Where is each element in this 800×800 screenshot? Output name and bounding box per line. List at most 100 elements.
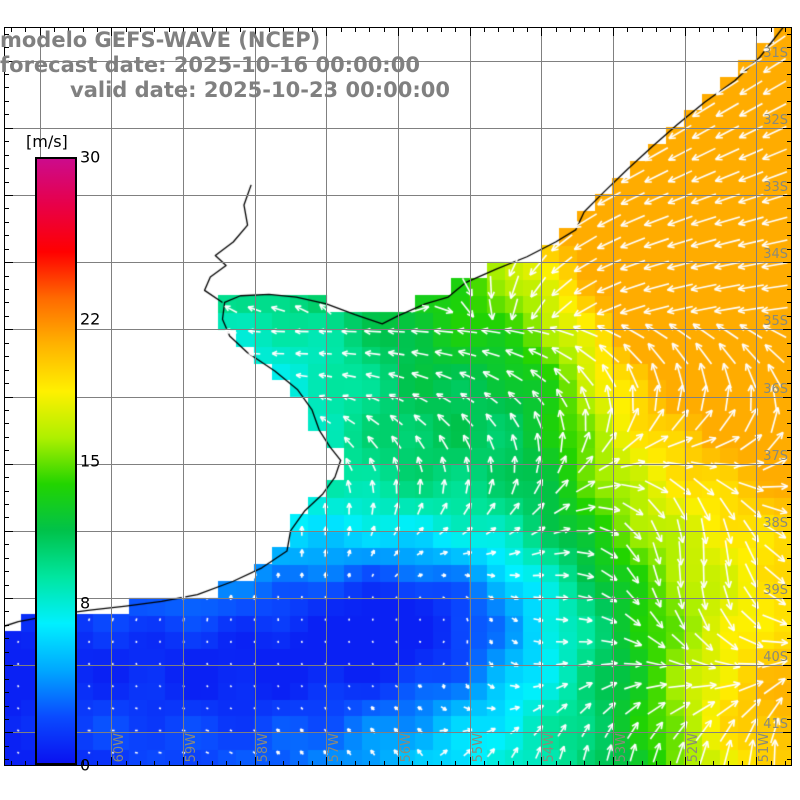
- axis-tick: [4, 477, 9, 479]
- axis-tick: [483, 27, 485, 32]
- axis-tick: [787, 718, 792, 720]
- title-block: modelo GEFS-WAVE (NCEP) forecast date: 2…: [0, 28, 520, 103]
- axis-tick: [211, 761, 213, 766]
- axis-tick: [4, 369, 9, 371]
- axis-tick: [783, 463, 792, 465]
- axis-tick: [68, 27, 70, 32]
- axis-tick: [787, 705, 792, 707]
- axis-tick: [4, 47, 9, 49]
- axis-tick: [4, 275, 9, 277]
- axis-tick: [4, 181, 9, 183]
- axis-tick: [383, 761, 385, 766]
- axis-tick: [787, 383, 792, 385]
- axis-tick: [787, 651, 792, 653]
- gridline-lon-58W: [255, 27, 256, 766]
- axis-tick: [512, 27, 514, 32]
- axis-tick: [4, 490, 9, 492]
- map-plot-area[interactable]: 61W60W59W58W57W56W55W54W53W52W51W31S32S3…: [4, 27, 792, 766]
- axis-tick: [4, 678, 9, 680]
- axis-tick: [787, 477, 792, 479]
- lon-label-59W: 59W: [184, 732, 199, 762]
- axis-tick: [154, 761, 156, 766]
- axis-tick: [787, 100, 792, 102]
- axis-tick: [4, 194, 13, 196]
- axis-tick: [4, 544, 9, 546]
- lat-label-36S: 36S: [763, 382, 788, 397]
- axis-tick: [4, 289, 9, 290]
- axis-tick: [783, 262, 792, 264]
- axis-tick: [297, 27, 299, 32]
- axis-tick: [541, 757, 543, 766]
- axis-tick: [787, 409, 792, 411]
- axis-tick: [670, 761, 672, 766]
- lat-label-39S: 39S: [763, 583, 788, 598]
- axis-tick: [269, 27, 271, 32]
- axis-tick: [655, 761, 657, 766]
- axis-tick: [756, 757, 758, 766]
- axis-tick: [111, 27, 113, 36]
- axis-tick: [326, 757, 328, 766]
- gridline-lat-38S: [4, 531, 792, 532]
- axis-tick: [4, 60, 13, 62]
- axis-tick: [4, 329, 13, 331]
- axis-tick: [598, 761, 600, 766]
- axis-tick: [383, 27, 385, 32]
- axis-tick: [541, 27, 543, 36]
- axis-tick: [197, 761, 199, 766]
- axis-tick: [54, 27, 56, 32]
- axis-tick: [4, 248, 9, 250]
- axis-tick: [326, 27, 328, 36]
- axis-tick: [787, 503, 792, 505]
- axis-tick: [783, 60, 792, 62]
- colorbar-tick-22: 22: [80, 309, 101, 329]
- axis-tick: [11, 27, 13, 32]
- axis-tick: [25, 27, 27, 32]
- axis-tick: [355, 761, 357, 766]
- colorbar-gradient: [37, 159, 75, 763]
- lat-label-33S: 33S: [763, 180, 788, 195]
- axis-tick: [82, 761, 84, 766]
- axis-tick: [684, 757, 686, 766]
- axis-tick: [787, 544, 792, 546]
- axis-tick: [787, 342, 792, 344]
- axis-tick: [469, 27, 471, 36]
- colorbar: [35, 157, 77, 765]
- axis-tick: [741, 761, 743, 766]
- axis-tick: [598, 27, 600, 32]
- axis-tick: [787, 289, 792, 290]
- axis-tick: [787, 315, 792, 317]
- axis-tick: [4, 450, 9, 452]
- axis-tick: [787, 692, 792, 694]
- gridline-lat-32S: [4, 128, 792, 129]
- colorbar-tick-15: 15: [80, 451, 101, 471]
- axis-tick: [4, 208, 9, 210]
- axis-tick: [787, 208, 792, 210]
- axis-tick: [741, 27, 743, 32]
- axis-tick: [627, 27, 629, 32]
- axis-tick: [787, 275, 792, 277]
- axis-tick: [412, 761, 414, 766]
- lat-label-34S: 34S: [763, 247, 788, 262]
- axis-tick: [312, 761, 314, 766]
- axis-tick: [684, 27, 686, 36]
- axis-tick: [4, 396, 13, 398]
- axis-tick: [526, 27, 528, 32]
- lon-label-55W: 55W: [471, 732, 486, 762]
- axis-tick: [4, 463, 13, 465]
- title-forecast-line: forecast date: 2025-10-16 00:00:00: [0, 53, 420, 77]
- axis-tick: [283, 27, 285, 32]
- axis-tick: [787, 557, 792, 559]
- axis-tick: [787, 423, 792, 425]
- axis-tick: [25, 761, 27, 766]
- axis-tick: [787, 235, 792, 237]
- lat-label-32S: 32S: [763, 113, 788, 128]
- axis-tick: [627, 761, 629, 766]
- axis-tick: [783, 194, 792, 196]
- axis-tick: [140, 761, 142, 766]
- axis-tick: [787, 436, 792, 438]
- gridline-lat-31S: [4, 61, 792, 62]
- axis-tick: [426, 27, 428, 32]
- axis-tick: [787, 517, 792, 519]
- axis-tick: [4, 168, 9, 170]
- gridline-lat-34S: [4, 262, 792, 263]
